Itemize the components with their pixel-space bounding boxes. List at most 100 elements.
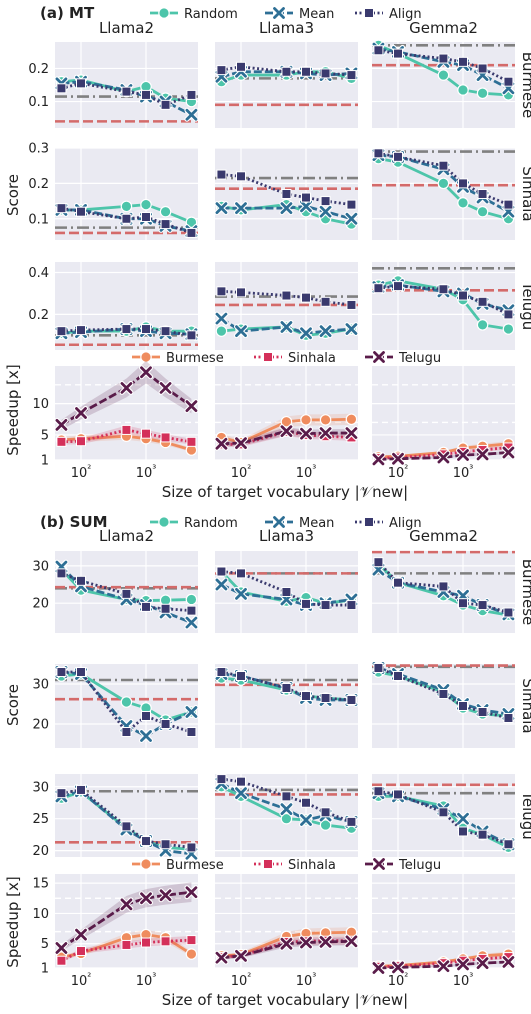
data-point-random	[476, 87, 489, 100]
data-point-align	[76, 575, 86, 586]
data-point-random	[140, 198, 152, 211]
data-point-align	[373, 786, 384, 797]
y-tick-label: 5	[41, 428, 49, 443]
data-point-align	[346, 70, 357, 81]
data-point-telugu	[318, 934, 333, 949]
data-point-align	[236, 171, 246, 182]
data-point-telugu	[371, 961, 386, 975]
data-point-align	[236, 568, 246, 579]
data-point-align	[438, 160, 449, 171]
data-point-random	[437, 69, 450, 81]
mt-col-title-llama2: Llama2	[99, 19, 154, 37]
mt-row-label-sinhala: Sinhala	[519, 166, 531, 221]
x-tick-label: 10²	[231, 972, 252, 989]
x-tick-label: 10²	[71, 464, 92, 481]
data-point-align	[458, 701, 468, 711]
data-point-align	[393, 281, 403, 292]
panel-background	[372, 874, 515, 968]
legend-label: Burmese	[166, 858, 224, 873]
data-point-sinhala	[76, 946, 86, 957]
data-point-telugu	[279, 424, 294, 439]
x-tick-label: 10²	[231, 464, 252, 481]
data-point-align	[186, 227, 197, 238]
data-point-align	[141, 601, 151, 612]
mt-panel-llama2-telugu: 0.2 0.4	[28, 262, 199, 350]
mt-speed-legend-telugu: Telugu	[365, 350, 441, 366]
data-point-align	[458, 56, 468, 67]
data-point-align	[160, 219, 171, 230]
data-point-align	[56, 667, 67, 677]
data-point-align	[160, 719, 171, 729]
y-tick-label: 10	[32, 907, 49, 922]
legend-label: Random	[184, 516, 238, 531]
data-point-telugu	[119, 380, 134, 395]
legend-marker	[372, 857, 386, 871]
data-point-align	[216, 667, 227, 677]
data-point-align	[121, 213, 132, 224]
sum-panel-llama2-telugu: 20 25 30	[32, 774, 199, 861]
data-point-mean	[214, 201, 229, 216]
data-point-align	[141, 711, 151, 721]
data-point-mean	[234, 201, 248, 216]
data-point-mean	[184, 107, 199, 122]
mt-legend-mean: Mean	[265, 6, 334, 22]
data-point-align	[186, 330, 197, 341]
x-tick-label: 10³	[296, 464, 317, 481]
data-point-random	[280, 812, 293, 825]
data-point-align	[373, 663, 384, 673]
mt-xlabel: Size of target vocabulary |𝒱new|	[162, 483, 408, 501]
data-point-align	[186, 605, 197, 616]
data-point-mean	[279, 201, 294, 216]
data-point-align	[477, 63, 488, 74]
mt-panel-llama3-burmese	[214, 42, 359, 128]
data-point-sinhala	[121, 424, 132, 435]
data-point-mean	[234, 586, 248, 601]
data-point-align	[346, 299, 357, 310]
legend-marker	[372, 350, 386, 364]
legend-label: Align	[389, 7, 422, 22]
sum-col-title-llama2: Llama2	[99, 527, 154, 545]
legend-marker	[263, 352, 273, 362]
data-point-random	[476, 319, 489, 331]
data-point-align	[373, 148, 384, 159]
data-point-align	[346, 695, 357, 705]
data-point-telugu	[391, 960, 405, 975]
data-point-align	[477, 189, 488, 199]
sum-legend-random: Random	[150, 516, 238, 531]
data-point-telugu	[74, 406, 88, 420]
mt-speed-legend-sinhala: Sinhala	[254, 351, 336, 366]
data-point-sinhala	[186, 436, 197, 447]
data-point-sinhala	[141, 428, 151, 439]
mt-section-title: (a) MT	[40, 4, 95, 22]
data-point-telugu	[279, 936, 294, 951]
legend-label: Align	[389, 516, 422, 531]
mt-legend-random: Random	[150, 7, 238, 22]
mt-panel-llama2-burmese: 0.1 0.2	[28, 42, 199, 128]
data-point-telugu	[299, 935, 313, 950]
y-tick-label: 0.2	[28, 308, 49, 323]
data-point-mean	[299, 199, 313, 214]
data-point-sinhala	[160, 936, 171, 947]
y-tick-label: 0.2	[28, 62, 49, 77]
x-tick-label: 10²	[388, 972, 409, 989]
data-point-align	[301, 691, 311, 701]
y-tick-label: 0.4	[28, 266, 49, 281]
y-tick-label: 0.1	[28, 95, 49, 110]
data-point-telugu	[54, 940, 69, 955]
series-band-telugu	[221, 426, 352, 447]
data-point-mean	[299, 812, 313, 827]
sum-col-title-gemma2: Gemma2	[409, 527, 478, 545]
data-point-mean	[318, 204, 333, 219]
data-point-burmese	[345, 413, 358, 426]
data-point-align	[121, 821, 132, 832]
data-point-align	[320, 68, 331, 79]
sum-panel-gemma2-sinhala	[371, 661, 516, 748]
data-point-align	[121, 588, 132, 599]
mt-panel-gemma2-burmese	[371, 39, 516, 128]
y-tick-label: 0.3	[28, 142, 49, 157]
data-point-align	[320, 600, 331, 611]
data-point-align	[477, 296, 488, 307]
data-point-telugu	[475, 447, 490, 462]
data-point-mean	[279, 802, 294, 817]
